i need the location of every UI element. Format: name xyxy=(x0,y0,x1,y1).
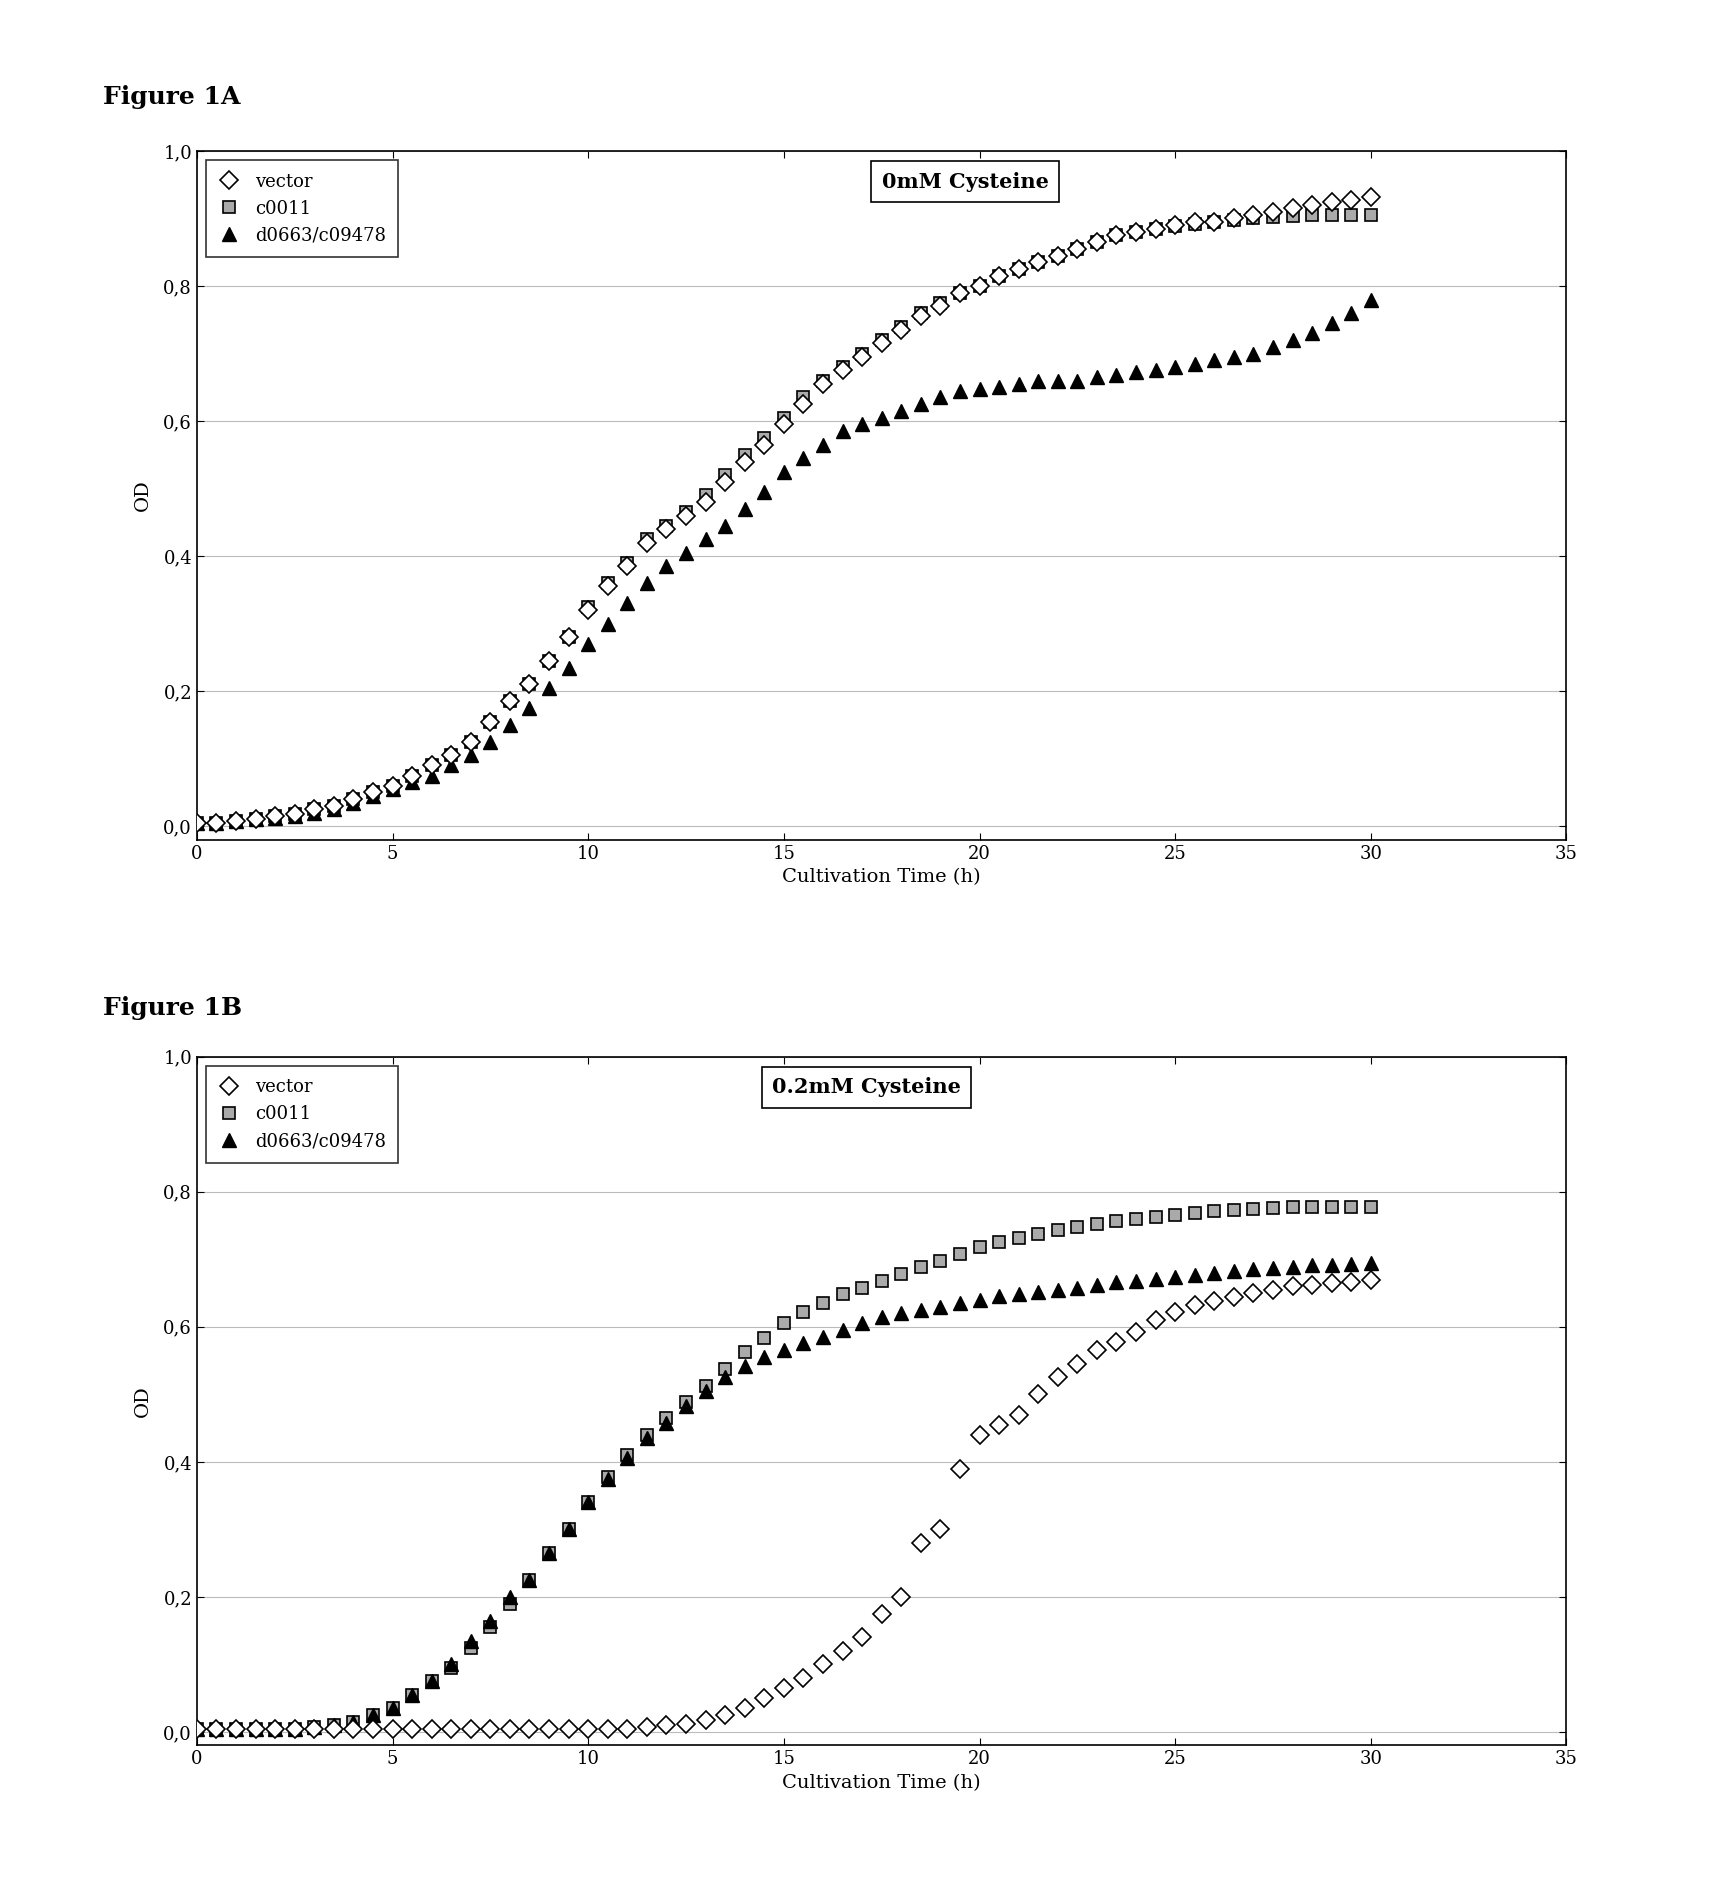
Y-axis label: OD: OD xyxy=(134,479,152,511)
Text: 0mM Cysteine: 0mM Cysteine xyxy=(882,172,1048,192)
Text: Figure 1A: Figure 1A xyxy=(103,85,240,109)
Text: Figure 1B: Figure 1B xyxy=(103,996,241,1021)
Y-axis label: OD: OD xyxy=(134,1385,152,1417)
Legend: vector, c0011, d0663/c09478: vector, c0011, d0663/c09478 xyxy=(205,1066,399,1162)
X-axis label: Cultivation Time (h): Cultivation Time (h) xyxy=(782,1774,981,1793)
X-axis label: Cultivation Time (h): Cultivation Time (h) xyxy=(782,868,981,887)
Legend: vector, c0011, d0663/c09478: vector, c0011, d0663/c09478 xyxy=(205,160,399,257)
Text: 0.2mM Cysteine: 0.2mM Cysteine xyxy=(772,1077,960,1098)
